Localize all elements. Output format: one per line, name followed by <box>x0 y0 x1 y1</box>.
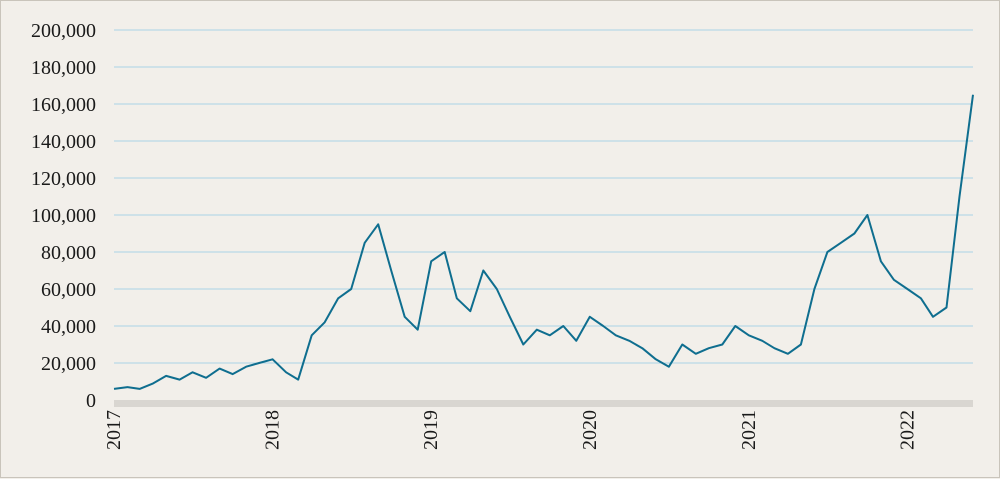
x-axis-band <box>114 400 973 407</box>
y-tick-label: 40,000 <box>41 316 96 338</box>
y-tick-label: 200,000 <box>31 20 96 42</box>
x-tick-label: 2017 <box>103 410 125 450</box>
y-axis-tick-labels: 0 20,000 40,000 60,000 80,000 100,000 120,000 1… <box>31 20 96 412</box>
y-tick-label: 120,000 <box>31 168 96 190</box>
x-tick-label: 2020 <box>579 410 601 450</box>
y-tick-label: 80,000 <box>41 242 96 264</box>
x-tick-label: 2021 <box>738 410 760 450</box>
y-tick-label: 160,000 <box>31 94 96 116</box>
y-tick-label: 60,000 <box>41 279 96 301</box>
x-tick-label: 2019 <box>420 410 442 450</box>
x-tick-label: 2022 <box>896 410 918 450</box>
gridlines <box>114 29 973 364</box>
y-tick-label: 20,000 <box>41 353 96 375</box>
y-tick-label: 0 <box>86 390 96 412</box>
y-tick-label: 180,000 <box>31 57 96 79</box>
y-tick-label: 140,000 <box>31 131 96 153</box>
x-axis-tick-labels: 2017 2018 2019 2020 2021 2022 <box>103 410 918 450</box>
y-tick-label: 100,000 <box>31 205 96 227</box>
series-line <box>113 94 974 390</box>
x-tick-label: 2018 <box>262 410 284 450</box>
